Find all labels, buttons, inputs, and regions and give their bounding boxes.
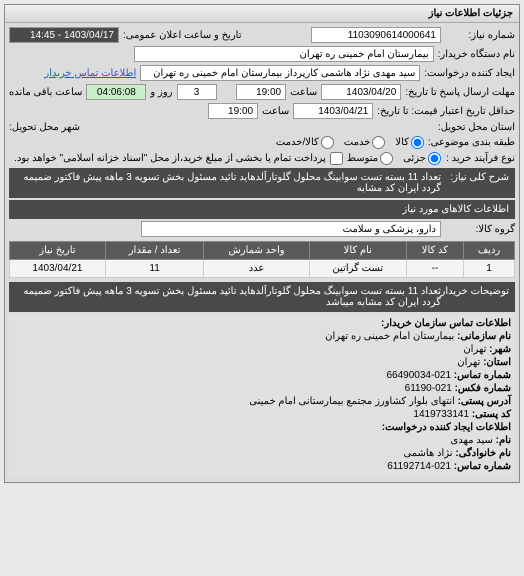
weight-radio-2[interactable] xyxy=(372,136,385,149)
contact-org-name: بیمارستان امام خمینی ره تهران xyxy=(325,331,454,342)
contact-fname-label: نام: xyxy=(496,435,511,446)
td-name: تست گراتین xyxy=(309,260,406,278)
remain-time-field: 04:06:08 xyxy=(86,84,146,100)
contact-city-label: شهر: xyxy=(489,344,511,355)
deadline-time-field: 19:00 xyxy=(236,84,286,100)
buy-type-radio-2[interactable] xyxy=(380,152,393,165)
contact-org-name-label: نام سازمانی: xyxy=(457,331,511,342)
table-row: 1 -- تست گراتین عدد 11 1403/04/21 xyxy=(10,260,515,278)
contact-cphone: 021-61192714 xyxy=(387,461,451,472)
province-label: استان محل تحویل: xyxy=(438,122,515,133)
contact-fname: سید مهدی xyxy=(450,435,492,446)
contact-lname-label: نام خانوادگی: xyxy=(455,448,511,459)
buy-type-radio-1[interactable] xyxy=(428,152,441,165)
contact-creator-header: اطلاعات ایجاد کننده درخواست: xyxy=(382,422,511,433)
contact-province: تهران xyxy=(457,357,480,368)
panel-body: شماره نیاز: 1103090614000641 تاریخ و ساع… xyxy=(5,23,519,482)
time-label-1: ساعت xyxy=(290,87,317,98)
contact-fax-label: شماره فکس: xyxy=(455,383,511,394)
buy-type-radio-group: جزئی متوسط xyxy=(347,152,441,165)
buy-type-note: پرداخت تمام یا بخشی از مبلغ خرید،از محل … xyxy=(14,153,326,164)
buy-type-label: نوع فرآیند خرید : xyxy=(445,153,515,164)
panel-title: جزئیات اطلاعات نیاز xyxy=(5,5,519,23)
contact-section: اطلاعات تماس سازمان خریدار: نام سازمانی:… xyxy=(9,314,515,478)
goods-group-label: اطلاعات کالاهای مورد نیاز xyxy=(402,204,509,215)
days-field: 3 xyxy=(177,84,217,100)
contact-address-label: آدرس پستی: xyxy=(458,396,511,407)
announce-date-field: 1403/04/17 - 14:45 xyxy=(9,27,119,43)
days-label: روز و xyxy=(150,87,172,98)
goods-table: ردیف کد کالا نام کالا واحد شمارش تعداد /… xyxy=(9,241,515,278)
weight-opt-2: خدمت xyxy=(344,137,371,148)
contact-lname: نژاد هاشمی xyxy=(403,448,452,459)
request-no-field: 1103090614000641 xyxy=(311,27,441,43)
th-code: کد کالا xyxy=(406,242,463,260)
contact-postal: 1419733141 xyxy=(413,409,469,420)
goods-table-wrap: ردیف کد کالا نام کالا واحد شمارش تعداد /… xyxy=(9,241,515,278)
details-panel: جزئیات اطلاعات نیاز شماره نیاز: 11030906… xyxy=(4,4,520,483)
org-name-field: بیمارستان امام خمینی ره تهران xyxy=(134,46,434,62)
th-unit: واحد شمارش xyxy=(204,242,310,260)
contact-phone-label: شماره تماس: xyxy=(454,370,511,381)
td-qty: 11 xyxy=(105,260,203,278)
buy-type-opt-1: جزئی xyxy=(403,153,426,164)
weight-radio-group: کالا خدمت کالا/خدمت xyxy=(276,136,424,149)
remain-label: ساعت باقی مانده xyxy=(9,87,82,98)
contact-link[interactable]: اطلاعات تماس خریدار xyxy=(44,68,136,79)
weight-opt-1: کالا xyxy=(395,137,409,148)
deadline-date-field: 1403/04/20 xyxy=(321,84,401,100)
buyer-desc-text: تعداد 11 بسته تست سوابینگ محلول گلوتارآل… xyxy=(15,286,441,308)
contact-fax: 021-61190 xyxy=(405,383,452,394)
creator-field: سید مهدی نژاد هاشمی کارپرداز بیمارستان ا… xyxy=(140,65,420,81)
group-label: گروه کالا: xyxy=(445,224,515,235)
desc-band: شرح کلی نیاز: تعداد 11 بسته تست سوابینگ … xyxy=(9,168,515,198)
goods-group-band: اطلاعات کالاهای مورد نیاز xyxy=(9,200,515,219)
th-name: نام کالا xyxy=(309,242,406,260)
td-date: 1403/04/21 xyxy=(10,260,106,278)
th-row: ردیف xyxy=(464,242,515,260)
weight-opt-3: کالا/خدمت xyxy=(276,137,319,148)
deadline-label: مهلت ارسال پاسخ تا تاریخ: xyxy=(405,87,515,98)
org-label: نام دستگاه خریدار: xyxy=(438,49,515,60)
group-text-field: دارو، پزشکی و سلامت xyxy=(141,221,441,237)
validity-label: حداقل تاریخ اعتبار قیمت: تا تاریخ: xyxy=(377,106,515,117)
th-qty: تعداد / مقدار xyxy=(105,242,203,260)
contact-postal-label: کد پستی: xyxy=(472,409,511,420)
contact-address: انتهای بلوار کشاورز مجتمع بیمارستانی اما… xyxy=(249,396,454,407)
validity-time-field: 19:00 xyxy=(208,103,258,119)
weight-radio-3[interactable] xyxy=(321,136,334,149)
request-no-label: شماره نیاز: xyxy=(445,30,515,41)
desc-label: شرح کلی نیاز: xyxy=(449,172,509,183)
creator-label: ایجاد کننده درخواست: xyxy=(424,68,515,79)
announce-label: تاریخ و ساعت اعلان عمومی: xyxy=(123,30,242,41)
contact-city: تهران xyxy=(463,344,486,355)
time-label-2: ساعت xyxy=(262,106,289,117)
weight-radio-1[interactable] xyxy=(411,136,424,149)
td-unit: عدد xyxy=(204,260,310,278)
validity-date-field: 1403/04/21 xyxy=(293,103,373,119)
buyer-desc-band: توضیحات خریدار: تعداد 11 بسته تست سوابین… xyxy=(9,282,515,312)
buyer-desc-label: توضیحات خریدار: xyxy=(449,286,509,297)
weight-label: طبقه بندی موضوعی: xyxy=(428,137,515,148)
buy-type-opt-2: متوسط xyxy=(347,153,378,164)
city-label: شهر محل تحویل: xyxy=(9,122,80,133)
treasury-checkbox[interactable] xyxy=(330,152,343,165)
contact-province-label: استان: xyxy=(483,357,511,368)
td-row: 1 xyxy=(464,260,515,278)
desc-text: تعداد 11 بسته تست سوابینگ محلول گلوتارآل… xyxy=(15,172,441,194)
contact-cphone-label: شماره تماس: xyxy=(454,461,511,472)
contact-phone: 021-66490034 xyxy=(386,370,451,381)
td-code: -- xyxy=(406,260,463,278)
contact-org-header: اطلاعات تماس سازمان خریدار: xyxy=(381,318,511,329)
th-date: تاریخ نیاز xyxy=(10,242,106,260)
